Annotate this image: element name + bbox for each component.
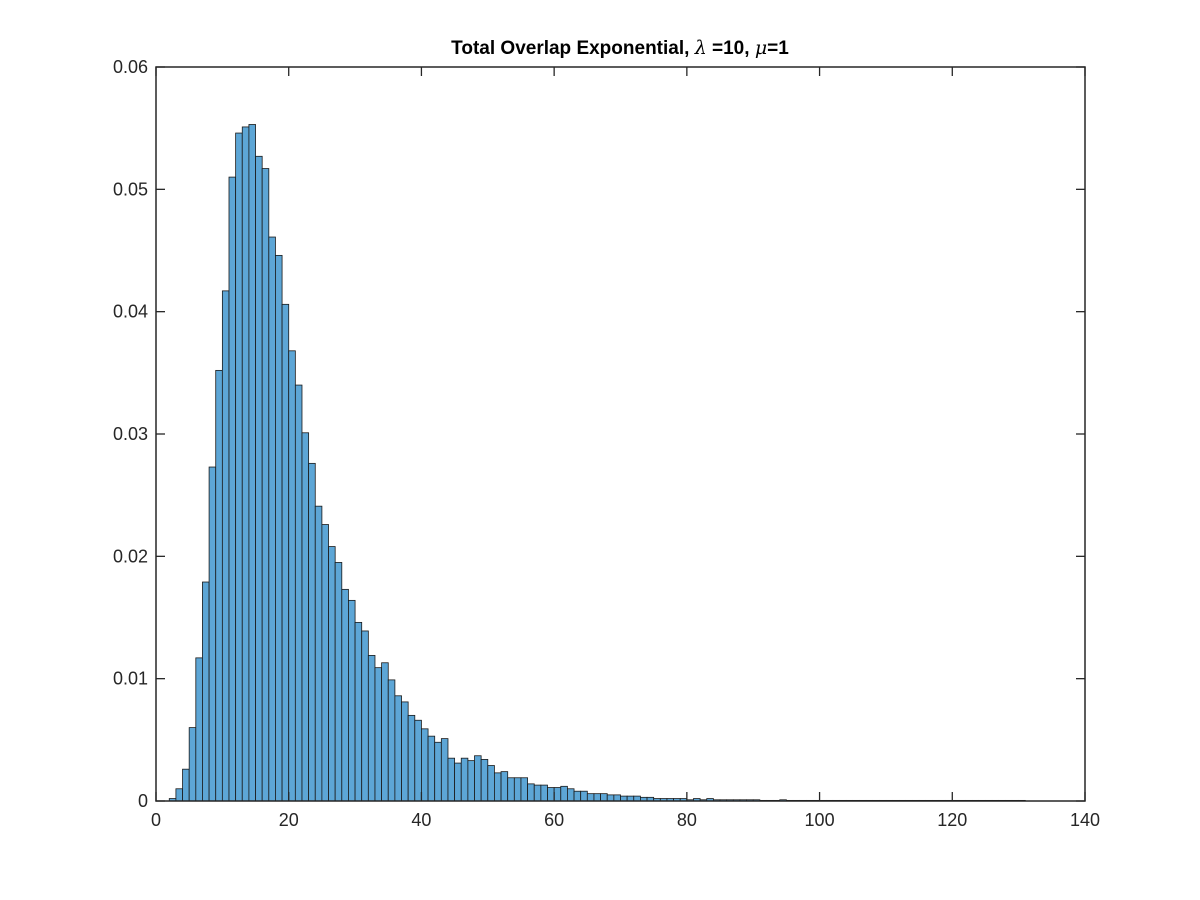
histogram-bar	[308, 462, 316, 802]
title-greek-symbol: λ	[694, 37, 707, 59]
histogram-bar	[328, 546, 336, 802]
histogram-bar	[567, 788, 575, 802]
histogram-bar	[447, 757, 456, 802]
y-tick-label: 0.06	[113, 57, 148, 77]
histogram-bar	[394, 695, 402, 802]
histogram-bar	[487, 765, 495, 802]
histogram-bar	[500, 771, 509, 802]
y-tick-label: 0.04	[113, 302, 148, 322]
histogram-bar	[467, 760, 475, 802]
histogram-bar	[553, 787, 562, 802]
histogram-bar	[361, 630, 369, 802]
x-tick-label: 40	[411, 810, 431, 830]
histogram-bar	[460, 757, 469, 802]
histogram-bar	[573, 790, 582, 802]
histogram-bar	[314, 505, 323, 802]
y-tick-label: 0	[138, 791, 148, 811]
histogram-bar	[414, 719, 422, 802]
histogram-bar	[480, 759, 489, 802]
histogram-bar	[540, 784, 548, 802]
histogram-bar	[235, 132, 243, 802]
histogram-bar	[560, 785, 568, 802]
histogram-bar	[334, 562, 343, 802]
histogram-bar	[580, 790, 588, 802]
histogram-bar	[474, 755, 482, 802]
histogram-bar	[421, 728, 429, 802]
histogram-bar	[440, 738, 449, 802]
x-tick-label: 0	[151, 810, 161, 830]
histogram-bar	[547, 787, 555, 802]
x-tick-label: 140	[1070, 810, 1100, 830]
histogram-bar	[527, 783, 535, 802]
histogram-bar	[268, 236, 276, 802]
title-text-segment: Total Overlap Exponential,	[451, 38, 695, 59]
histogram-bar	[593, 793, 602, 802]
histogram-bar	[533, 784, 542, 802]
x-tick-label: 100	[805, 810, 835, 830]
histogram-bar	[188, 727, 197, 802]
histogram-bar	[387, 679, 396, 802]
histogram-bar	[261, 168, 270, 802]
histogram-bar	[354, 621, 363, 802]
histogram-bar	[275, 254, 283, 802]
histogram-bar	[600, 793, 608, 802]
histogram-bar	[367, 655, 376, 802]
histogram-bar	[454, 762, 462, 802]
histogram-bar	[513, 777, 522, 802]
histogram-bar	[288, 350, 296, 802]
x-tick-label: 60	[544, 810, 564, 830]
y-tick-label: 0.02	[113, 546, 148, 566]
x-tick-label: 80	[677, 810, 697, 830]
histogram-bar	[241, 126, 250, 802]
title-text-segment: =1	[767, 38, 789, 59]
x-axis-tick-labels: 0 20 40 60 80 100 120 140	[151, 810, 1100, 830]
histogram-bar	[586, 793, 595, 802]
title-greek-symbol: μ	[755, 37, 767, 59]
y-tick-label: 0.05	[113, 179, 148, 199]
histogram-bar	[341, 588, 349, 802]
x-tick-label: 20	[279, 810, 299, 830]
histogram-bar	[507, 777, 515, 802]
x-tick-label: 120	[937, 810, 967, 830]
histogram-bar	[215, 369, 223, 802]
histogram-bar	[401, 701, 409, 802]
histogram-bar	[248, 124, 256, 802]
y-tick-label: 0.03	[113, 424, 148, 444]
histogram-bar	[175, 788, 183, 802]
histogram-bar	[407, 714, 416, 802]
chart-title: Total Overlap Exponential, λ =10, μ=1	[451, 37, 789, 59]
histogram-bar	[606, 794, 615, 802]
histogram-bar	[381, 662, 389, 802]
histogram-bar	[208, 466, 217, 802]
histogram-bar	[427, 735, 436, 802]
y-tick-label: 0.01	[113, 669, 148, 689]
histogram-bar	[195, 657, 203, 802]
y-axis-tick-labels: 0 0.01 0.02 0.03 0.04 0.05 0.06	[113, 57, 148, 811]
histogram-bar	[374, 667, 383, 802]
histogram-bar	[281, 303, 290, 802]
histogram-bar	[321, 524, 329, 802]
histogram-bar	[228, 176, 237, 802]
histogram-bar	[221, 290, 230, 802]
title-text-segment: =10,	[707, 38, 755, 59]
plot-frame	[155, 66, 1086, 802]
histogram-bar	[613, 794, 621, 802]
histogram-bar	[301, 432, 310, 802]
histogram-bar	[520, 777, 529, 802]
histogram-bar	[434, 741, 442, 802]
histogram-bar	[182, 768, 190, 802]
histogram-bar	[494, 772, 502, 802]
histogram-bar	[348, 599, 356, 802]
histogram-bar	[255, 155, 263, 802]
histogram-bar	[294, 384, 303, 802]
histogram-bars	[168, 124, 1026, 802]
histogram-bar	[202, 581, 210, 802]
